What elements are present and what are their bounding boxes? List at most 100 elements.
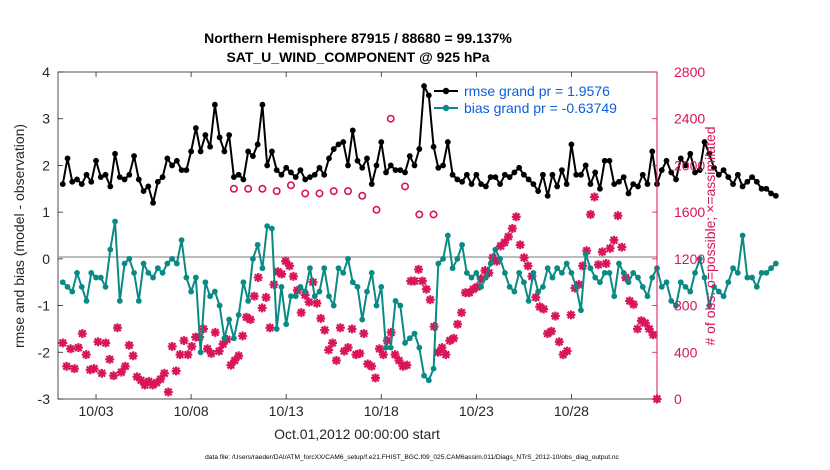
obs-assimilated-point bbox=[328, 338, 337, 348]
bias-point bbox=[349, 279, 356, 286]
obs-assimilated-point bbox=[124, 340, 134, 350]
x-tick-label: 10/18 bbox=[364, 403, 399, 419]
rmse-point bbox=[554, 183, 561, 190]
bias-point bbox=[59, 279, 66, 286]
bias-point bbox=[230, 335, 237, 342]
bias-point bbox=[758, 269, 765, 276]
bias-point bbox=[307, 265, 313, 272]
x-axis-label: Oct.01,2012 00:00:00 start bbox=[274, 426, 440, 442]
y-right-tick-label: 1200 bbox=[674, 251, 705, 267]
obs-assimilated-point bbox=[320, 325, 330, 335]
bias-point bbox=[449, 265, 456, 272]
rmse-point bbox=[145, 183, 152, 190]
rmse-point bbox=[540, 171, 546, 178]
obs-assimilated-point bbox=[73, 343, 83, 353]
bias-point bbox=[749, 274, 755, 281]
rmse-point bbox=[216, 134, 223, 141]
bias-point bbox=[772, 260, 779, 267]
obs-assimilated-point bbox=[417, 276, 427, 286]
bias-point bbox=[69, 288, 76, 295]
obs-assimilated-point bbox=[81, 350, 91, 360]
x-tick-label: 10/13 bbox=[269, 403, 304, 419]
bias-point bbox=[421, 372, 427, 379]
bias-point bbox=[397, 302, 404, 309]
bias-point bbox=[102, 283, 109, 290]
bias-point bbox=[359, 316, 366, 323]
bias-point bbox=[463, 269, 470, 276]
rmse-point bbox=[116, 174, 123, 181]
rmse-point bbox=[739, 183, 746, 190]
rmse-point bbox=[330, 146, 337, 152]
rmse-point bbox=[658, 167, 665, 174]
rmse-point bbox=[720, 167, 727, 174]
rmse-point bbox=[492, 174, 499, 181]
rmse-point bbox=[763, 185, 770, 192]
bias-point bbox=[226, 316, 233, 323]
rmse-point bbox=[744, 178, 751, 185]
obs-assimilated-point bbox=[171, 366, 181, 376]
obs-assimilated-point bbox=[206, 348, 216, 358]
rmse-point bbox=[297, 167, 304, 174]
rmse-point bbox=[568, 141, 575, 148]
bias-point bbox=[578, 307, 584, 314]
bias-point bbox=[259, 265, 266, 272]
rmse-point bbox=[406, 153, 413, 159]
bias-point bbox=[435, 260, 442, 267]
obs-assimilated-point bbox=[429, 322, 439, 332]
rmse-point bbox=[326, 155, 332, 162]
obs-possible-point bbox=[415, 210, 424, 219]
bias-point bbox=[316, 288, 323, 295]
bias-point bbox=[192, 274, 199, 281]
obs-assimilated-point bbox=[613, 211, 623, 221]
rmse-point bbox=[677, 155, 684, 162]
rmse-point bbox=[706, 150, 713, 157]
bias-point bbox=[335, 265, 342, 272]
bias-point bbox=[620, 269, 627, 276]
bias-point bbox=[701, 274, 708, 281]
rmse-point bbox=[383, 169, 389, 176]
obs-assimilated-point bbox=[425, 295, 435, 305]
obs-assimilated-point bbox=[62, 361, 72, 371]
rmse-point bbox=[616, 178, 622, 185]
rmse-point bbox=[364, 155, 370, 162]
y-axis-right-label: # of obs: o=possible; ×=assimilated bbox=[702, 126, 718, 345]
rmse-point bbox=[269, 148, 275, 155]
rmse-point bbox=[673, 176, 679, 183]
obs-assimilated-point bbox=[617, 242, 627, 252]
bias-point bbox=[559, 269, 565, 276]
obs-assimilated-point bbox=[597, 247, 607, 257]
rmse-point bbox=[501, 171, 508, 178]
obs-possible-point bbox=[429, 210, 438, 219]
y-right-tick-label: 1600 bbox=[674, 204, 705, 220]
obs-assimilated-point bbox=[539, 304, 549, 314]
obs-assimilated-point bbox=[257, 303, 267, 313]
rmse-point bbox=[264, 162, 271, 169]
obs-assimilated-point bbox=[175, 350, 185, 360]
y-left-tick-label: 1 bbox=[42, 204, 50, 220]
title-line-1: Northern Hemisphere 87915 / 88680 = 99.1… bbox=[204, 30, 512, 46]
bias-point bbox=[278, 283, 285, 290]
bias-point bbox=[292, 293, 299, 300]
obs-assimilated-point bbox=[515, 240, 525, 250]
obs-assimilated-point bbox=[593, 260, 603, 270]
bias-point bbox=[635, 274, 641, 281]
rmse-point bbox=[69, 178, 76, 185]
obs-assimilated-point bbox=[640, 318, 650, 328]
bias-point bbox=[696, 255, 703, 262]
bias-point bbox=[145, 269, 152, 276]
obs-assimilated-point bbox=[589, 192, 599, 202]
bias-point bbox=[273, 326, 280, 332]
obs-possible-point bbox=[244, 184, 253, 193]
bias-point bbox=[711, 283, 717, 290]
obs-assimilated-point bbox=[414, 264, 423, 274]
rmse-point bbox=[620, 174, 627, 181]
obs-assimilated-point bbox=[183, 350, 193, 360]
rmse-point bbox=[468, 181, 475, 188]
rmse-point bbox=[463, 171, 470, 178]
bias-point bbox=[297, 283, 304, 290]
rmse-point bbox=[701, 139, 708, 145]
bias-point bbox=[677, 279, 684, 286]
y-right-tick-label: 2800 bbox=[674, 64, 705, 80]
y-left-tick-label: -2 bbox=[38, 344, 51, 360]
bias-point bbox=[639, 283, 646, 290]
